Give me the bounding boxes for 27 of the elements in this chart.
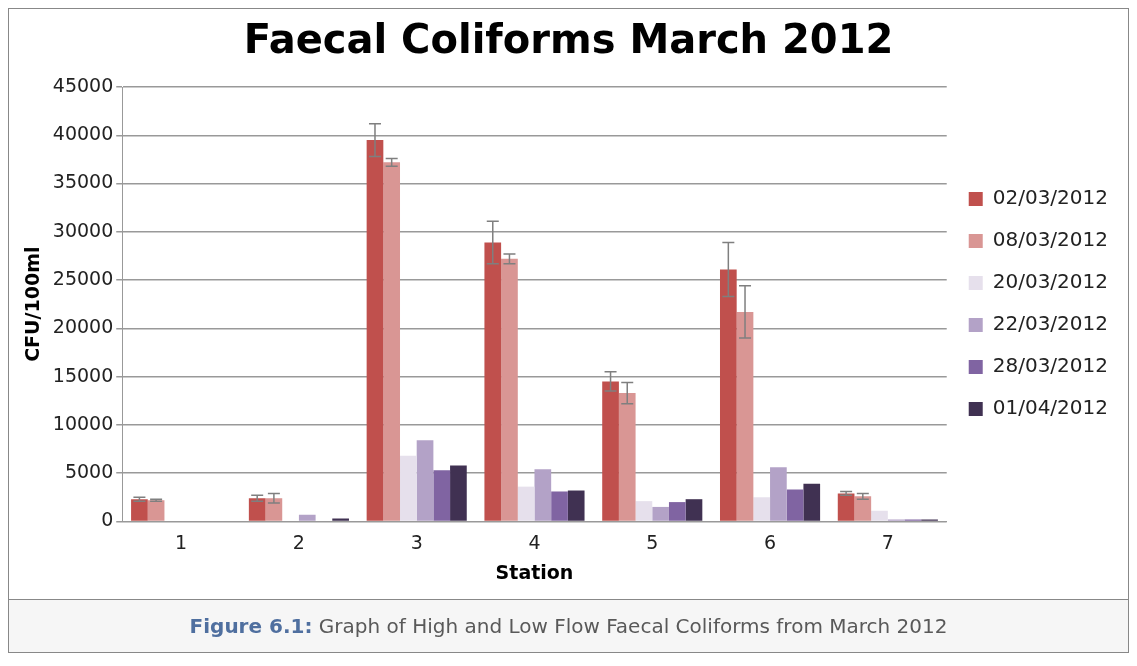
y-tick-label: 45000 <box>52 73 114 96</box>
legend-label: 08/03/2012 <box>992 227 1109 252</box>
legend-label: 01/04/2012 <box>992 395 1109 420</box>
x-tick-label: 1 <box>175 530 188 553</box>
chart-title: Faecal Coliforms March 2012 <box>243 16 894 63</box>
y-tick-label: 25000 <box>52 267 114 289</box>
y-tick-label: 5000 <box>64 460 114 483</box>
y-tick-label: 0 <box>101 508 114 531</box>
caption: Figure 6.1: Graph of High and Low Flow Faecal Coliforms from March 2012 <box>189 614 948 638</box>
y-axis-title: CFU/100ml <box>21 246 44 362</box>
y-tick-label: 20000 <box>52 315 114 338</box>
legend-label: 02/03/2012 <box>992 185 1109 210</box>
x-tick-label: 3 <box>410 530 423 553</box>
legend-label: 22/03/2012 <box>992 311 1109 336</box>
x-tick-label: 4 <box>528 530 541 553</box>
x-tick-label: 6 <box>764 530 777 553</box>
y-tick-label: 40000 <box>52 122 114 145</box>
legend-label: 20/03/2012 <box>992 269 1109 294</box>
y-tick-label: 15000 <box>52 363 114 386</box>
x-tick-label: 7 <box>881 530 894 553</box>
y-tick-label: 30000 <box>52 218 114 241</box>
y-tick-label: 35000 <box>52 170 114 193</box>
y-tick-label: 10000 <box>52 411 114 434</box>
x-axis-title: Station <box>495 560 574 583</box>
legend-label: 28/03/2012 <box>992 353 1109 378</box>
x-tick-label: 2 <box>292 530 305 553</box>
x-tick-label: 5 <box>646 530 659 553</box>
